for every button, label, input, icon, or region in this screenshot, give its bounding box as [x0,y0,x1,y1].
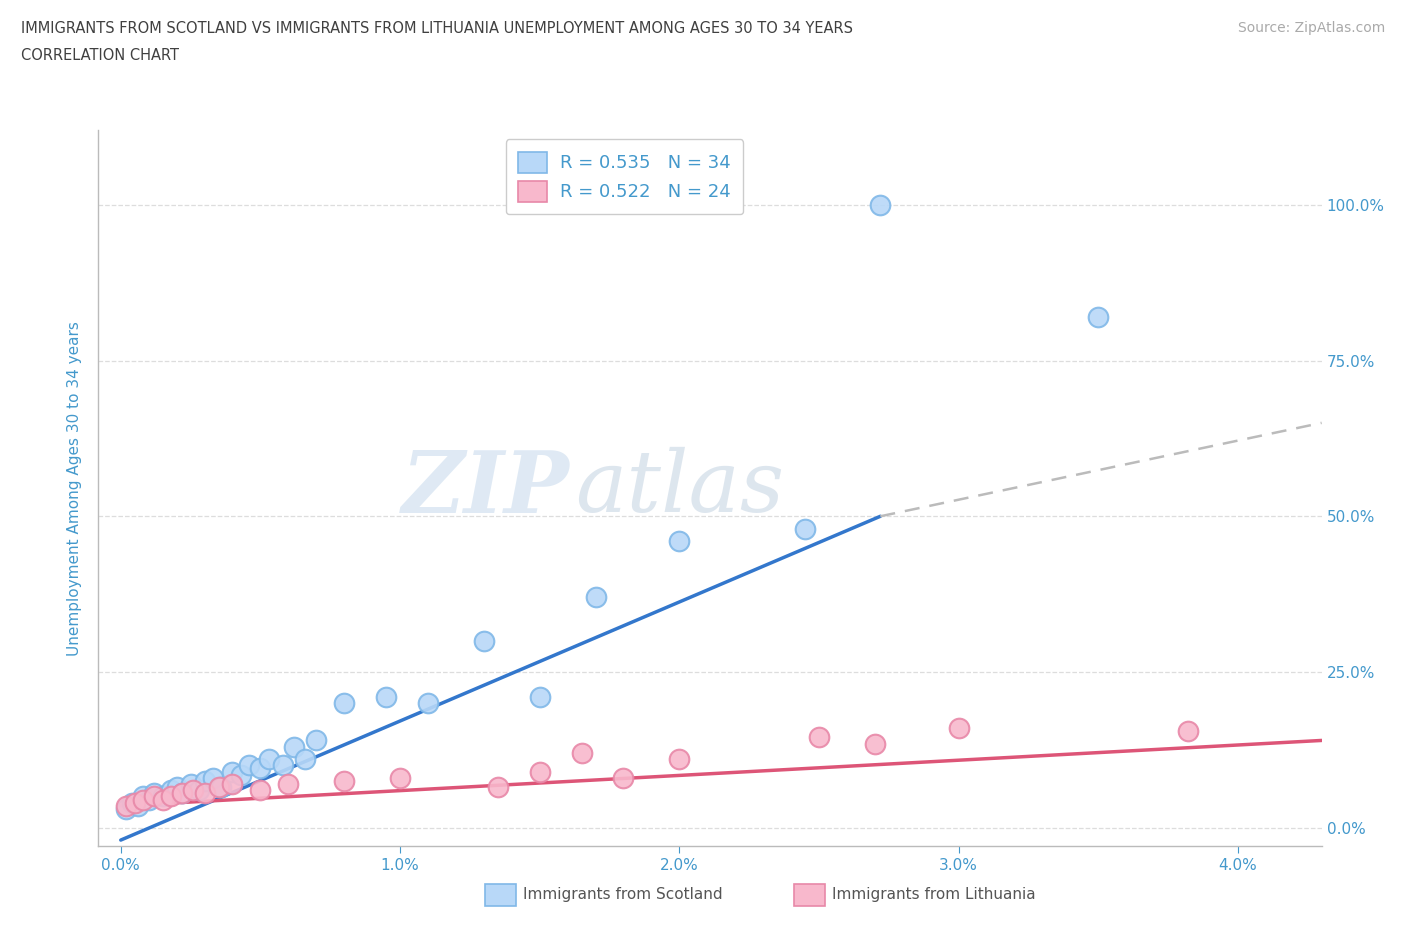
Point [257,751,280,766]
Point [416,696,439,711]
Point [193,786,215,801]
Point [529,689,551,704]
Text: atlas: atlas [575,447,785,529]
Point [127,798,149,813]
Point [863,737,886,751]
Point [143,786,166,801]
Point [221,777,243,791]
Point [115,798,138,813]
Point [472,633,495,648]
Text: Immigrants from Lithuania: Immigrants from Lithuania [832,887,1036,902]
Point [238,758,260,773]
Text: Source: ZipAtlas.com: Source: ZipAtlas.com [1237,21,1385,35]
Point [143,789,166,804]
Point [152,789,174,804]
Point [1087,310,1109,325]
Point [571,746,593,761]
Text: Immigrants from Scotland: Immigrants from Scotland [523,887,723,902]
Point [249,783,271,798]
Point [305,733,328,748]
Point [1177,724,1199,738]
Y-axis label: Unemployment Among Ages 30 to 34 years: Unemployment Among Ages 30 to 34 years [67,321,83,656]
Point [221,764,243,779]
Point [229,767,252,782]
Point [389,770,412,785]
Point [794,522,817,537]
Point [668,534,690,549]
Point [188,783,211,798]
Point [172,786,194,801]
Point [115,802,138,817]
Point [160,789,183,804]
Point [249,761,271,776]
Legend: R = 0.535   N = 34, R = 0.522   N = 24: R = 0.535 N = 34, R = 0.522 N = 24 [506,140,744,214]
Point [612,770,634,785]
Text: ZIP: ZIP [402,446,569,530]
Point [283,739,305,754]
Point [209,779,232,794]
Point [585,590,607,604]
Text: CORRELATION CHART: CORRELATION CHART [21,48,179,63]
Point [948,721,970,736]
Point [807,730,830,745]
Point [294,751,316,766]
Point [166,779,188,794]
Point [207,779,229,794]
Point [180,777,202,791]
Point [193,774,215,789]
Point [486,779,509,794]
Point [138,792,160,807]
Point [277,777,299,791]
Point [152,792,174,807]
Point [271,758,294,773]
Point [375,689,398,704]
Point [160,783,183,798]
Point [183,783,205,798]
Point [668,751,690,766]
Point [172,786,194,801]
Point [121,795,143,810]
Point [529,764,551,779]
Text: IMMIGRANTS FROM SCOTLAND VS IMMIGRANTS FROM LITHUANIA UNEMPLOYMENT AMONG AGES 30: IMMIGRANTS FROM SCOTLAND VS IMMIGRANTS F… [21,21,853,36]
Point [132,792,155,807]
Point [333,774,356,789]
Point [333,696,356,711]
Point [124,795,146,810]
Point [869,197,891,212]
Point [201,770,224,785]
Point [132,789,155,804]
